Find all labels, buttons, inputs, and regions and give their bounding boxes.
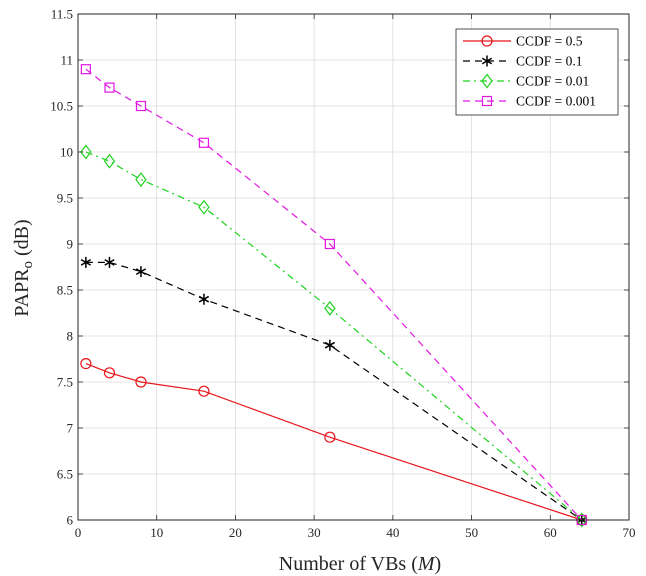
y-tick-label: 8.5	[57, 283, 73, 298]
x-tick-label: 60	[544, 525, 557, 540]
data-point	[135, 266, 147, 278]
legend-label: CCDF = 0.01	[516, 74, 589, 89]
y-tick-label: 10	[60, 145, 73, 160]
x-axis-label: Number of VBs (M)	[279, 553, 441, 575]
legend-marker	[481, 55, 493, 67]
data-point	[198, 199, 210, 215]
series-2	[80, 144, 588, 528]
y-tick-label: 6	[67, 513, 74, 528]
data-point	[104, 256, 115, 268]
data-point	[135, 376, 147, 388]
data-point	[324, 238, 335, 250]
series-layer	[80, 64, 588, 528]
data-point	[80, 64, 91, 75]
y-tick-label: 9.5	[57, 191, 73, 206]
legend-item-1: CCDF = 0.1	[463, 54, 583, 69]
y-axis-label: PAPRo (dB)	[11, 219, 36, 316]
legend-marker	[481, 35, 493, 47]
data-point	[198, 385, 210, 397]
series-line	[85, 68, 583, 521]
y-tick-label: 9	[67, 237, 74, 252]
legend: CCDF = 0.5 CCDF = 0.1 CCDF = 0.01 CCDF = 0.…	[455, 28, 619, 116]
x-tick-label: 10	[150, 525, 163, 540]
legend-item-3: CCDF = 0.001	[463, 94, 596, 109]
series-line	[85, 261, 583, 521]
x-tick-label: 40	[386, 525, 399, 540]
y-tick-label: 8	[67, 329, 74, 344]
legend-marker	[481, 73, 493, 89]
data-point	[324, 300, 336, 316]
plot-frame	[77, 13, 630, 521]
y-tick-label: 11.5	[51, 7, 73, 22]
data-point	[104, 82, 115, 93]
data-point	[103, 153, 116, 169]
legend-marker	[481, 95, 493, 107]
data-point	[135, 100, 147, 112]
data-point	[80, 256, 92, 268]
data-point	[324, 431, 336, 443]
y-tick-label: 10.5	[50, 99, 73, 114]
data-point	[80, 358, 92, 370]
x-tick-label: 50	[465, 525, 478, 540]
data-point	[198, 137, 210, 148]
y-tick-label: 7.5	[57, 375, 73, 390]
x-tick-label: 30	[308, 525, 321, 540]
data-point	[80, 144, 92, 160]
legend-item-2: CCDF = 0.01	[463, 74, 589, 89]
y-tick-label: 7	[67, 421, 74, 436]
legend-label: CCDF = 0.5	[516, 34, 583, 49]
data-point	[198, 293, 210, 305]
axis-ticks	[77, 13, 630, 521]
data-point	[135, 172, 147, 188]
legend-label: CCDF = 0.1	[516, 54, 583, 69]
tick-labels: 0 10 20 30 40 50 60 70 6 6.5 7 7.5 8 8.5 9 9.5 10 10.5 11 1…	[50, 7, 635, 541]
x-tick-label: 70	[623, 525, 636, 540]
data-point	[324, 339, 336, 351]
data-point	[576, 512, 588, 528]
series-3	[80, 64, 587, 526]
x-tick-label: 20	[229, 525, 242, 540]
data-point	[103, 367, 116, 379]
y-tick-label: 11	[60, 53, 73, 68]
legend-label: CCDF = 0.001	[516, 94, 596, 109]
series-line	[85, 363, 582, 521]
y-tick-label: 6.5	[57, 467, 73, 482]
x-tick-label: 0	[75, 525, 82, 540]
legend-item-0: CCDF = 0.5	[463, 34, 583, 49]
